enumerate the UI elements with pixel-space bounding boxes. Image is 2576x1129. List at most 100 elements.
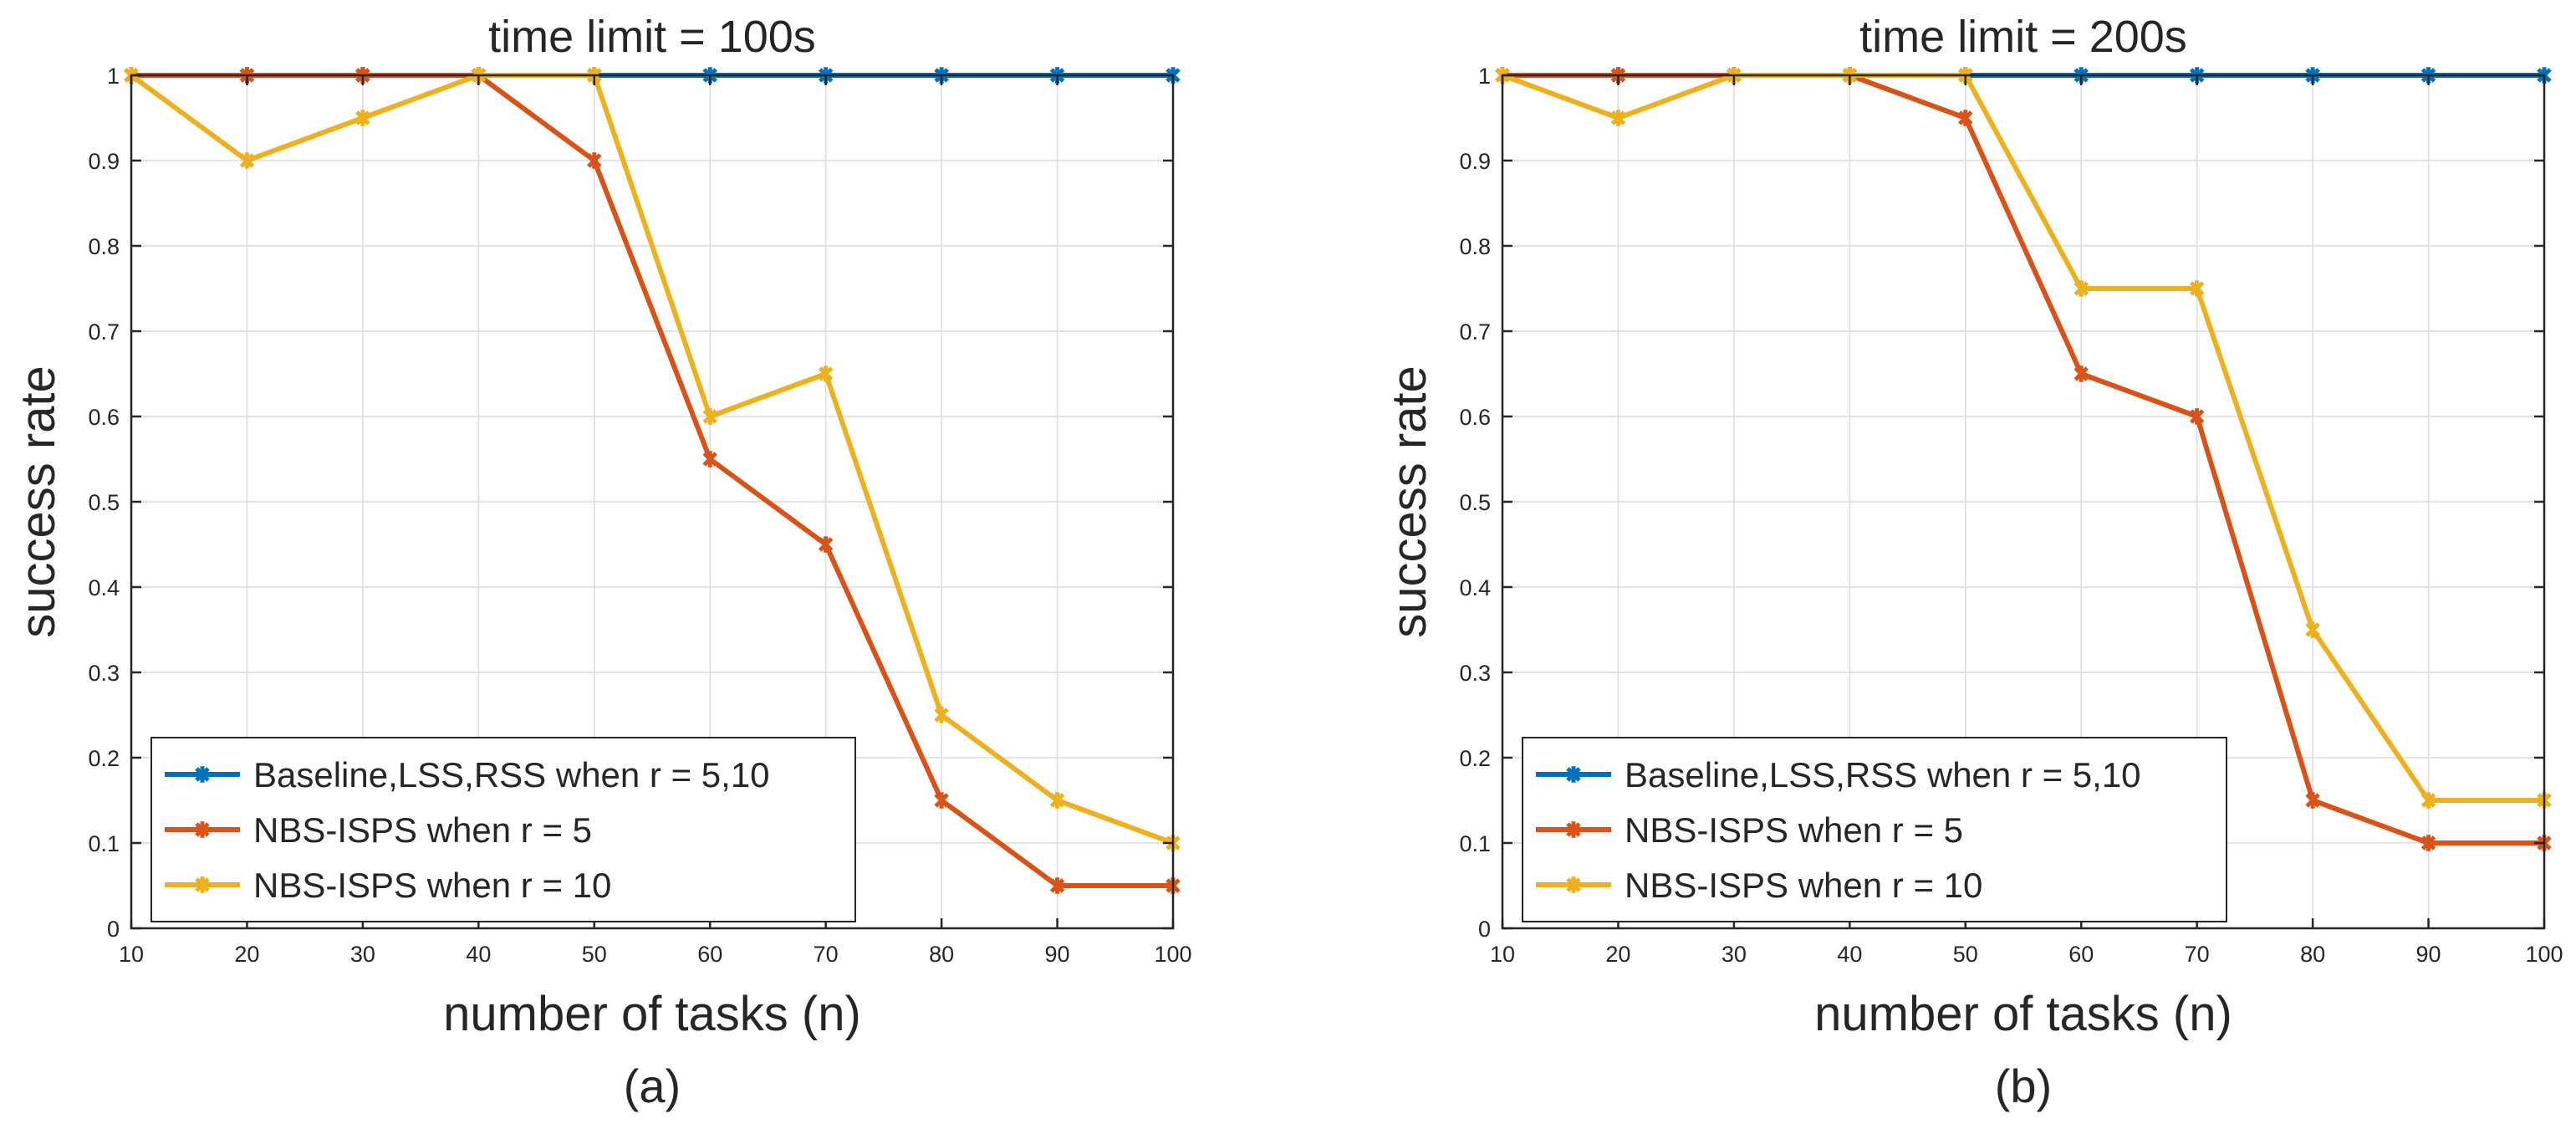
y-tick-label: 0.7: [1459, 319, 1491, 345]
x-tick-label: 60: [697, 942, 722, 967]
x-tick-label: 40: [1837, 942, 1862, 967]
data-point: [2074, 280, 2089, 297]
data-point: [818, 536, 834, 553]
y-tick-label: 0.1: [88, 831, 120, 856]
legend-marker: [1566, 821, 1581, 838]
legend-marker: [1566, 876, 1581, 893]
x-axis-label: number of tasks (n): [443, 987, 861, 1041]
legend-label: NBS-ISPS when r = 10: [253, 866, 611, 905]
data-point: [2420, 792, 2436, 809]
y-tick-label: 0.5: [1459, 490, 1491, 515]
x-tick-label: 20: [1605, 942, 1630, 967]
y-axis-label: success rate: [11, 365, 65, 638]
legend-box: [150, 737, 856, 922]
x-tick-label: 90: [1045, 942, 1070, 967]
data-point: [818, 365, 834, 382]
legend-label: NBS-ISPS when r = 10: [1625, 866, 1982, 905]
data-point: [934, 792, 949, 809]
chart-title: time limit = 200s: [1859, 12, 2187, 62]
legend-item: NBS-ISPS when r = 10: [1536, 866, 1982, 905]
data-point: [2305, 792, 2320, 809]
y-tick-label: 0.1: [1459, 831, 1491, 856]
legend-marker: [195, 821, 210, 838]
data-point: [702, 451, 717, 467]
x-tick-label: 70: [814, 942, 839, 967]
series-line: [1501, 73, 2544, 803]
y-tick-label: 0.6: [1459, 405, 1491, 430]
chart-title: time limit = 100s: [488, 12, 816, 62]
legend-label: NBS-ISPS when r = 5: [1625, 810, 1963, 850]
data-point: [1958, 110, 1973, 126]
legend-item: Baseline,LSS,RSS when r = 5,10: [165, 755, 770, 794]
x-tick-label: 30: [1722, 942, 1747, 967]
x-tick-label: 10: [119, 942, 144, 967]
data-point: [355, 110, 370, 126]
data-point: [1049, 877, 1065, 894]
data-point: [2074, 365, 2089, 382]
panel-caption: (a): [624, 1060, 681, 1112]
x-tick-label: 40: [466, 942, 491, 967]
y-tick-label: 0.7: [88, 319, 120, 345]
y-tick-label: 0.5: [88, 490, 120, 515]
y-axis-label: success rate: [1382, 365, 1436, 638]
x-tick-label: 20: [234, 942, 259, 967]
x-tick-label: 80: [2300, 942, 2325, 967]
x-tick-label: 100: [1154, 942, 1191, 967]
panel-b: 10 20 30 40 50 60 70 80 90 100 0 0.1 0.2 0.3 0.4 0.5 0.6…: [1382, 12, 2563, 1112]
y-tick-label: 0.8: [1459, 234, 1491, 259]
y-tick-label: 0.3: [88, 661, 120, 686]
x-tick-label: 50: [582, 942, 607, 967]
x-axis-label: number of tasks (n): [1814, 987, 2232, 1041]
y-tick-label: 0: [1478, 917, 1491, 942]
data-point: [702, 408, 717, 425]
legend-marker: [195, 876, 210, 893]
y-tick-label: 0.9: [1459, 149, 1491, 174]
y-tick-label: 0.3: [1459, 661, 1491, 686]
y-tick-label: 0: [107, 917, 120, 942]
data-point: [2305, 621, 2320, 638]
legend-item: NBS-ISPS when r = 5: [165, 810, 592, 850]
legend-label: Baseline,LSS,RSS when r = 5,10: [253, 755, 770, 794]
legend-box: [1522, 737, 2227, 922]
legend-label: NBS-ISPS when r = 5: [253, 810, 592, 850]
x-tick-label: 70: [2185, 942, 2210, 967]
series-line: [130, 73, 1175, 845]
y-tick-label: 0.8: [88, 234, 120, 259]
panel-caption: (b): [1995, 1060, 2052, 1112]
y-tick-label: 0.2: [88, 746, 120, 771]
legend-marker: [1566, 766, 1581, 783]
panel-a: 10 20 30 40 50 60 70 80 90 100 0 0.1 0.2 0.3 0.4 0.5 0.6…: [11, 12, 1192, 1112]
legend: Baseline,LSS,RSS when r = 5,10 NBS-ISPS w…: [1522, 737, 2227, 922]
x-tick-label: 10: [1490, 942, 1515, 967]
legend-marker: [195, 766, 210, 783]
legend-item: Baseline,LSS,RSS when r = 5,10: [1536, 755, 2141, 794]
legend-item: NBS-ISPS when r = 5: [1536, 810, 1963, 850]
data-point: [934, 707, 949, 723]
ticks: 10 20 30 40 50 60 70 80 90 100 0 0.1 0.2 0.3 0.4 0.5 0.6…: [88, 64, 1191, 967]
y-tick-label: 0.4: [1459, 575, 1491, 600]
x-tick-label: 80: [929, 942, 954, 967]
x-tick-label: 50: [1953, 942, 1978, 967]
data-point: [1049, 792, 1065, 809]
data-point: [2420, 835, 2436, 851]
x-tick-label: 60: [2068, 942, 2094, 967]
y-tick-label: 1: [107, 64, 120, 89]
legend-label: Baseline,LSS,RSS when r = 5,10: [1625, 755, 2141, 794]
y-tick-label: 0.6: [88, 405, 120, 430]
y-tick-label: 0.2: [1459, 746, 1491, 771]
x-tick-label: 30: [350, 942, 375, 967]
data-point: [2189, 408, 2205, 425]
data-point: [2189, 280, 2205, 297]
data-point: [587, 152, 602, 169]
legend: Baseline,LSS,RSS when r = 5,10 NBS-ISPS w…: [150, 737, 856, 922]
x-tick-label: 100: [2525, 942, 2563, 967]
y-tick-label: 0.9: [88, 149, 120, 174]
data-point: [239, 152, 255, 169]
ticks: 10 20 30 40 50 60 70 80 90 100 0 0.1 0.2 0.3 0.4 0.5 0.6…: [1459, 64, 2563, 967]
y-tick-label: 1: [1478, 64, 1491, 89]
data-point: [1610, 110, 1626, 126]
y-tick-label: 0.4: [88, 575, 120, 600]
x-tick-label: 90: [2416, 942, 2441, 967]
legend-item: NBS-ISPS when r = 10: [165, 866, 611, 905]
